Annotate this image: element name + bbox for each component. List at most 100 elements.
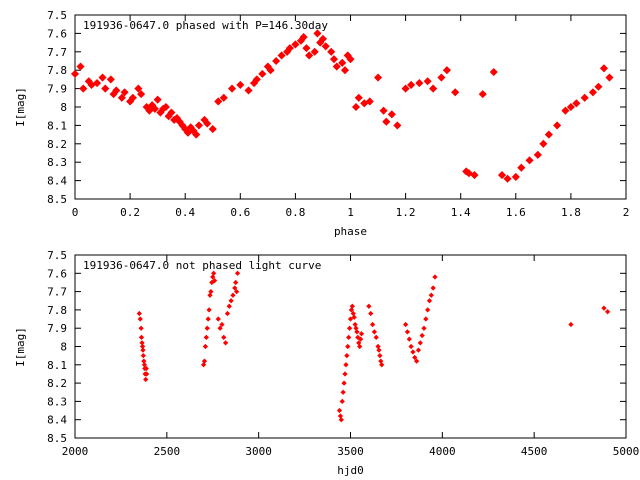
data-point (356, 340, 362, 346)
y-tick-label: 7.7 (47, 286, 67, 299)
data-point (233, 279, 239, 286)
x-tick-label: 1.8 (561, 206, 581, 219)
data-point (497, 171, 507, 180)
data-point (194, 121, 204, 130)
data-point (517, 163, 526, 172)
data-point (117, 93, 126, 102)
data-point (423, 316, 429, 322)
data-point (374, 73, 383, 82)
data-point (464, 169, 474, 178)
data-point (164, 112, 173, 121)
data-point (210, 274, 216, 280)
data-point (222, 340, 229, 346)
data-point (470, 171, 479, 180)
data-point (415, 347, 422, 353)
data-point (232, 285, 238, 291)
data-point (430, 285, 436, 291)
data-point (214, 97, 223, 106)
x-tick-label: 1 (347, 206, 354, 219)
data-point (346, 334, 352, 340)
data-point (347, 316, 354, 322)
data-point (345, 343, 351, 350)
data-point (316, 38, 325, 47)
data-point (140, 347, 146, 353)
data-point (138, 334, 145, 340)
data-point (109, 90, 118, 99)
data-point (451, 88, 460, 97)
data-point (425, 307, 431, 313)
data-point (379, 362, 385, 368)
chart-title: 191936-0647.0 phased with P=146.30day (83, 19, 328, 32)
data-point (310, 47, 319, 56)
data-point (120, 88, 129, 97)
data-point (228, 298, 234, 304)
data-point (101, 84, 110, 93)
data-point (588, 88, 597, 97)
data-point (92, 79, 102, 88)
data-point (338, 417, 344, 423)
data-point (354, 329, 360, 335)
data-point (153, 95, 162, 104)
data-point (351, 314, 357, 320)
data-point (208, 125, 217, 134)
data-point (234, 270, 241, 276)
data-point (200, 362, 207, 368)
data-point (352, 321, 358, 328)
y-axis-title: I[mag] (14, 87, 27, 127)
data-point (351, 102, 361, 112)
data-point (318, 34, 327, 43)
x-tick-label: 3500 (337, 445, 364, 458)
data-point (525, 156, 534, 165)
data-point (148, 101, 157, 110)
data-point (327, 47, 336, 56)
data-point (410, 349, 416, 355)
data-point (376, 347, 382, 353)
data-point (379, 106, 388, 115)
data-point (302, 44, 311, 53)
data-point (205, 316, 211, 322)
data-point (219, 93, 228, 102)
data-point (353, 325, 359, 331)
y-tick-label: 7.5 (47, 249, 67, 262)
data-point (106, 75, 115, 84)
data-point (206, 307, 212, 313)
chart-title: 191936-0647.0 not phased light curve (83, 259, 321, 272)
data-point (599, 64, 609, 73)
data-point (344, 353, 350, 359)
data-point (140, 353, 146, 359)
x-tick-label: 3000 (245, 445, 272, 458)
data-point (332, 62, 341, 71)
x-tick-label: 0.2 (120, 206, 140, 219)
y-tick-label: 8.2 (47, 138, 67, 151)
data-point (349, 303, 355, 309)
data-point (605, 73, 614, 82)
data-point (141, 358, 147, 364)
y-tick-label: 8 (60, 101, 67, 114)
data-point (139, 340, 145, 346)
plot-area-frame (74, 254, 627, 439)
data-point (343, 51, 352, 60)
data-point (375, 343, 381, 350)
data-point (200, 115, 209, 124)
data-point (360, 99, 369, 108)
data-point (407, 80, 416, 89)
data-point (258, 69, 267, 78)
data-point (342, 371, 348, 377)
data-point (236, 80, 245, 89)
data-point (150, 104, 159, 113)
data-point (371, 329, 378, 335)
data-point (98, 73, 107, 82)
data-point (378, 358, 384, 364)
y-tick-label: 8.5 (47, 432, 67, 445)
data-point (215, 316, 221, 322)
y-tick-label: 7.9 (47, 322, 67, 335)
data-point (87, 80, 96, 89)
data-point (201, 358, 208, 364)
data-point (429, 84, 438, 93)
data-point (211, 277, 218, 284)
y-tick-label: 7.9 (47, 83, 67, 96)
data-point (346, 55, 355, 64)
data-point (421, 325, 427, 331)
y-axis-title: I[mag] (14, 327, 27, 367)
